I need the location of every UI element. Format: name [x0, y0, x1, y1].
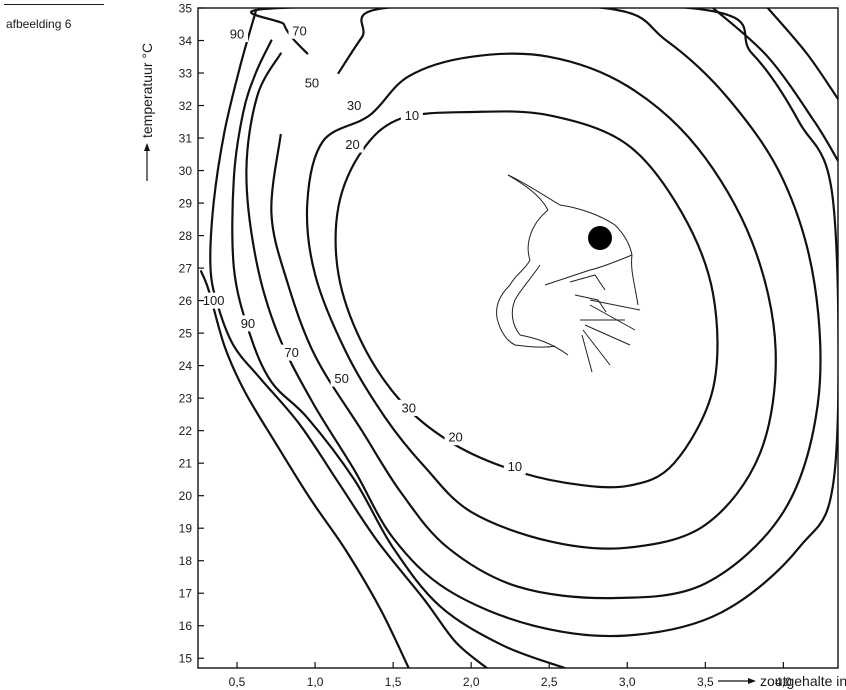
figure-label: afbeelding 6	[6, 17, 72, 31]
plot-frame	[197, 7, 839, 669]
y-axis-title-group: temperatuur °C	[139, 43, 155, 181]
y-axis-title: temperatuur °C	[139, 43, 155, 138]
y-tick-label: 19	[179, 522, 193, 536]
isoline-label-100: 100	[203, 293, 225, 308]
isoline-label-gap	[330, 370, 353, 387]
isoline-label-50: 50	[305, 75, 319, 90]
x-tick-label: 2,0	[463, 675, 480, 689]
shrimp-larva-illustration	[496, 174, 641, 373]
y-tick-label: 28	[179, 229, 193, 243]
isoline-label-gap	[280, 344, 303, 361]
isoline-label-90: 90	[230, 27, 244, 42]
x-axis-title: zoutgehalte in %	[760, 673, 846, 689]
y-tick-label: 15	[179, 652, 193, 666]
isoline-30	[270, 8, 822, 600]
y-tick-label: 31	[179, 132, 193, 146]
isoline-label-gap	[343, 97, 366, 114]
isoline-90	[209, 10, 488, 668]
y-tick-label: 24	[179, 359, 193, 373]
isoline-label-30: 30	[401, 400, 415, 415]
outer-isoline-2	[766, 8, 838, 101]
y-tick-label: 18	[179, 554, 193, 568]
isoline-50	[245, 8, 838, 638]
y-tick-label: 23	[179, 392, 193, 406]
y-tick-label: 21	[179, 457, 193, 471]
y-tick-label: 26	[179, 294, 193, 308]
isoline-label-gap	[198, 292, 229, 309]
x-tick-label: 3,5	[697, 675, 714, 689]
y-tick-label: 16	[179, 619, 193, 633]
isoline-label-10: 10	[508, 459, 522, 474]
isoline-label-10: 10	[405, 108, 419, 123]
x-tick-label: 0,5	[229, 675, 246, 689]
y-tick-label: 34	[179, 34, 193, 48]
x-tick-label: 3,0	[619, 675, 636, 689]
x-axis-ticks: 0,5 1,0 1,5 2,0 2,5 3,0 3,5 4,0	[229, 662, 792, 689]
x-tick-label: 1,0	[307, 675, 324, 689]
isoline-label-20: 20	[448, 430, 462, 445]
isoline-label-gap	[300, 74, 323, 91]
outer-isoline-1	[712, 8, 838, 162]
x-tick-label: 4,0	[775, 675, 792, 689]
y-tick-label: 17	[179, 587, 193, 601]
isoline-label-20: 20	[345, 137, 359, 152]
isoline-label-gap	[397, 399, 420, 416]
isolines-layer	[200, 8, 838, 668]
isoline-label-50: 50	[334, 371, 348, 386]
isoline-label-gap	[341, 136, 364, 153]
isoline-70	[231, 39, 566, 668]
y-tick-label: 33	[179, 67, 193, 81]
isoline-label-gap	[236, 315, 259, 332]
y-tick-label: 25	[179, 327, 193, 341]
isoline-label-gap	[400, 107, 423, 124]
y-tick-label: 30	[179, 164, 193, 178]
isoline-label-gap	[444, 429, 467, 446]
isoline-label-30: 30	[347, 98, 361, 113]
isoline-label-90: 90	[241, 316, 255, 331]
y-tick-label: 22	[179, 424, 193, 438]
x-arrow-icon	[748, 678, 756, 684]
figure-label-rule	[4, 4, 104, 5]
isoline-20	[305, 52, 777, 550]
y-arrow-icon	[144, 143, 150, 151]
isoline-label-gap	[288, 22, 311, 39]
isoline-label-70: 70	[292, 23, 306, 38]
isoline-label-gap	[503, 458, 526, 475]
y-tick-label: 35	[179, 2, 193, 16]
x-axis-title-group: zoutgehalte in %	[718, 673, 846, 689]
isoline-10	[334, 110, 719, 489]
y-axis-ticks: 15 16 17 18 19 20 21 22 23 24 25 26 27 28 29 30 31 32 33 34…	[179, 2, 204, 666]
isoline-labels-layer: 10 10 20 20 30 30 50 50 70 70 90 90 100	[198, 22, 526, 475]
x-tick-label: 2,5	[541, 675, 558, 689]
isoline-label-70: 70	[284, 345, 298, 360]
isoline-label-gap	[226, 26, 249, 43]
y-tick-label: 27	[179, 262, 193, 276]
y-tick-label: 20	[179, 489, 193, 503]
x-tick-label: 1,5	[385, 675, 402, 689]
y-tick-label: 32	[179, 99, 193, 113]
y-tick-label: 29	[179, 197, 193, 211]
